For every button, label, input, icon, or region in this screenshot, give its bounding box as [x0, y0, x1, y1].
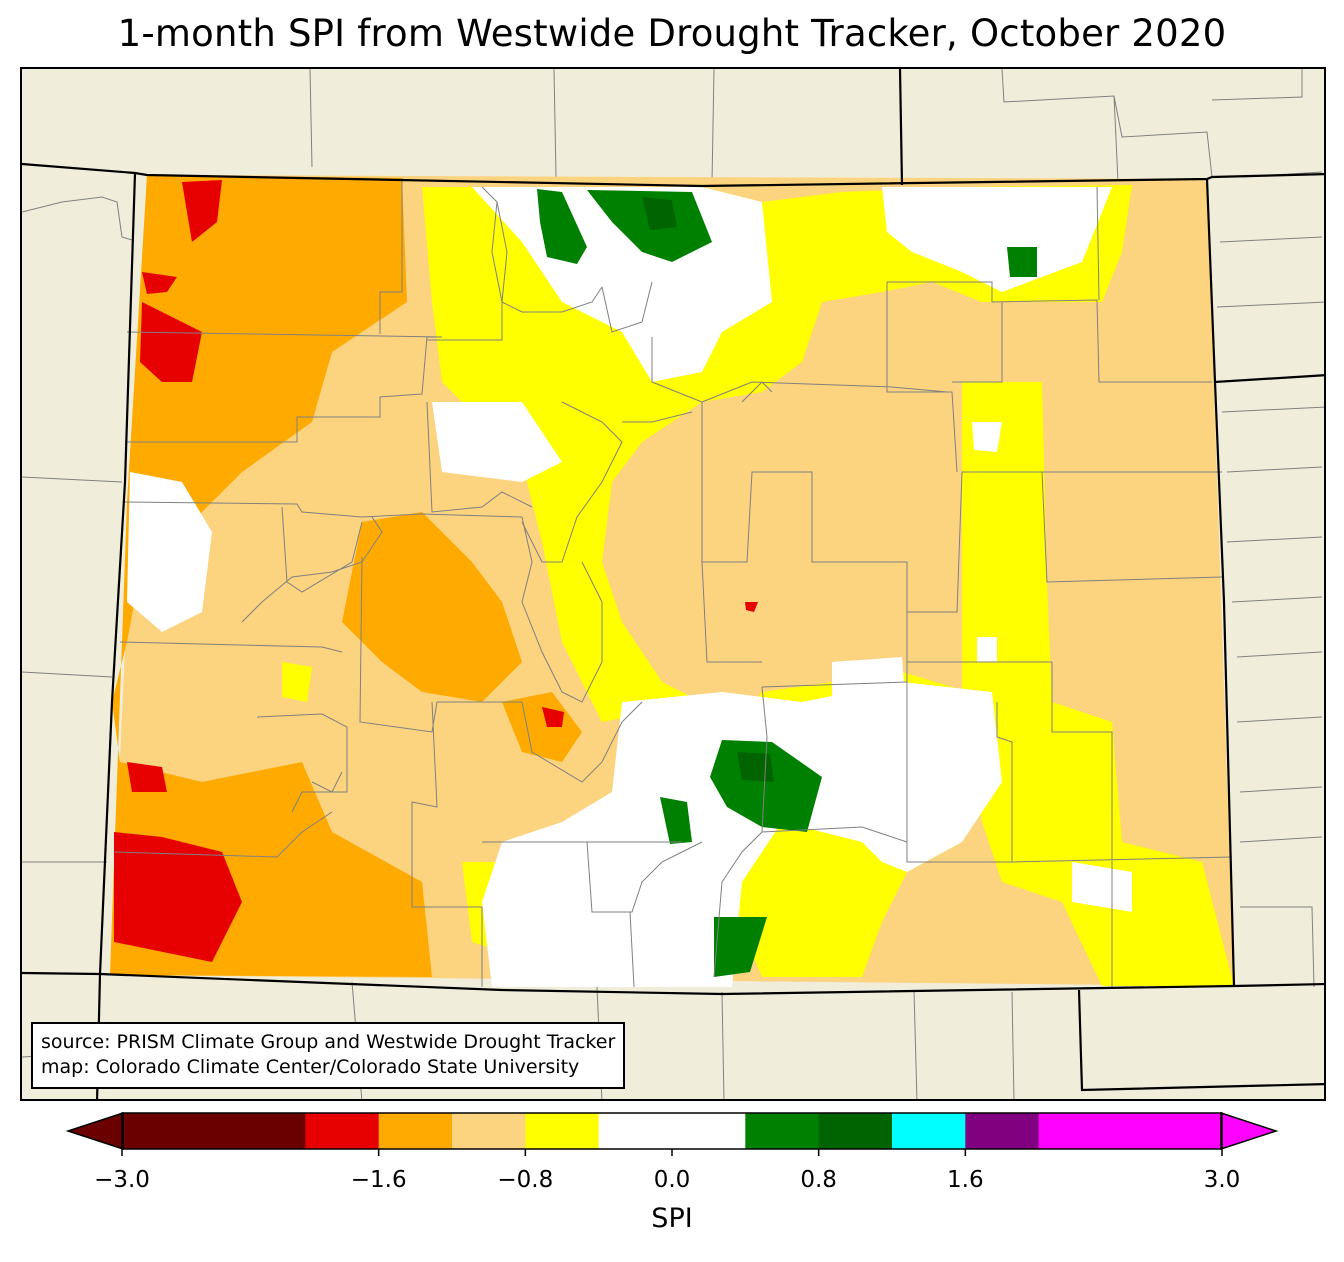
colorbar-under-arrow — [65, 1111, 124, 1151]
colorbar-over-arrow — [1220, 1111, 1279, 1151]
colorbar-bin-3 — [452, 1113, 526, 1149]
colorado-county-lines — [114, 178, 1233, 988]
map-title: 1-month SPI from Westwide Drought Tracke… — [117, 12, 1227, 55]
spi-fill-areas — [110, 175, 1234, 987]
map-credit-line: map: Colorado Climate Center/Colorado St… — [41, 1056, 580, 1078]
colorbar-bin-1 — [305, 1113, 380, 1149]
colorbar-bin-2 — [378, 1113, 453, 1149]
colorbar-bin-9 — [965, 1113, 1040, 1149]
colorbar-bin-8 — [892, 1113, 966, 1149]
colorbar-tick-label: −3.0 — [94, 1167, 150, 1193]
colorbar-bin-4 — [525, 1113, 600, 1149]
colorbar-tick-label: 3.0 — [1203, 1167, 1241, 1193]
colorbar-tick-label: 0.0 — [653, 1167, 691, 1193]
state-boundary-lines — [22, 69, 1324, 1099]
colorbar-tick-label: −1.6 — [350, 1167, 407, 1193]
colorbar-tick-label: 0.8 — [800, 1167, 837, 1193]
map-panel — [20, 67, 1326, 1101]
colorbar-ticks — [121, 1149, 1223, 1156]
colorbar-label: SPI — [651, 1203, 693, 1234]
colorbar-bins — [122, 1113, 1223, 1149]
colorbar-tick-label: 1.6 — [947, 1167, 984, 1193]
colorbar-bin-10 — [1038, 1113, 1223, 1149]
spi-colorbar — [65, 1111, 1279, 1156]
colorado-spi-map — [22, 69, 1324, 1099]
colorbar-bin-7 — [818, 1113, 893, 1149]
colorbar-bin-6 — [745, 1113, 820, 1149]
colorbar-bin-0 — [122, 1113, 306, 1149]
colorbar-bin-5 — [598, 1113, 746, 1149]
colorbar-tick-label: −0.8 — [497, 1167, 554, 1193]
source-line: source: PRISM Climate Group and Westwide… — [41, 1031, 616, 1053]
source-credits-box: source: PRISM Climate Group and Westwide… — [31, 1022, 626, 1089]
